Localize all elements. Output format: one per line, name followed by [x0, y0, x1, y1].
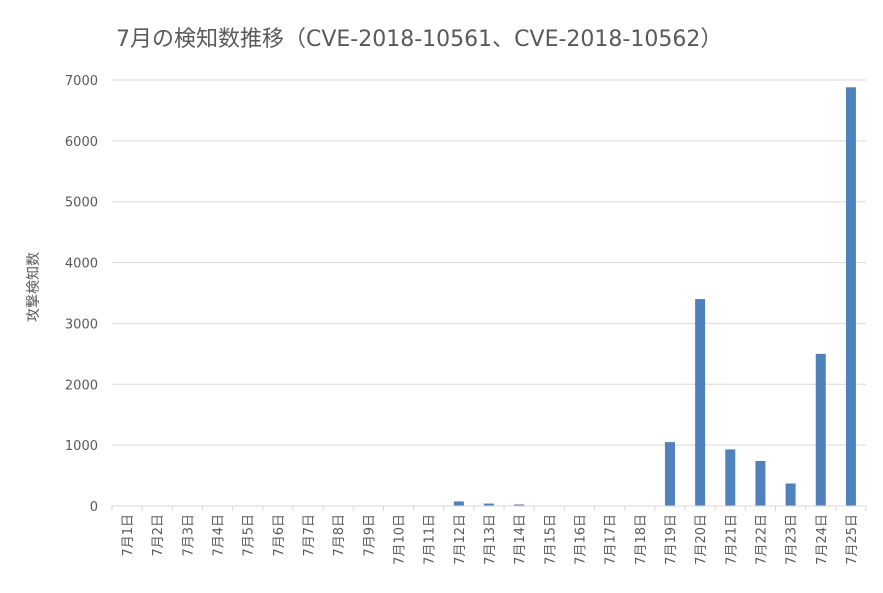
x-tick-label: 7月12日: [453, 514, 468, 565]
x-tick-label: 7月6日: [272, 514, 287, 557]
bar: [664, 442, 675, 506]
y-tick-label: 3000: [65, 317, 98, 332]
y-tick-label: 2000: [65, 378, 98, 393]
x-tick-label: 7月25日: [845, 514, 860, 565]
x-tick-label: 7月20日: [694, 514, 709, 565]
bar: [695, 299, 706, 506]
y-tick-label: 7000: [65, 74, 98, 89]
y-tick-label: 4000: [65, 257, 98, 272]
x-tick-label: 7月22日: [754, 514, 769, 565]
y-tick-label: 1000: [65, 439, 98, 454]
x-axis-ticks: 7月1日 7月2日 7月3日 7月4日 7月5日 7月6日 7月7日 7月8日 7月9日 7月10…: [111, 506, 867, 565]
bar: [785, 483, 796, 506]
x-tick-label: 7月17日: [604, 514, 619, 565]
x-tick-label: 7月2日: [151, 514, 166, 557]
bar: [484, 503, 494, 506]
y-tick-label: 0: [90, 500, 98, 515]
gridlines: [112, 79, 866, 446]
bar: [755, 460, 766, 506]
x-tick-label: 7月4日: [212, 514, 227, 557]
bar: [514, 504, 525, 506]
x-tick-label: 7月24日: [815, 514, 830, 565]
bar: [725, 449, 736, 506]
y-tick-label: 5000: [65, 196, 98, 211]
x-tick-label: 7月21日: [724, 514, 739, 565]
x-tick-label: 7月11日: [423, 514, 438, 565]
y-axis-label: 攻撃検知数: [25, 252, 42, 322]
x-tick-label: 7月14日: [513, 514, 528, 565]
x-tick-label: 7月7日: [302, 514, 317, 557]
x-tick-label: 7月9日: [362, 514, 377, 557]
y-axis-ticks: 0 1000 2000 3000 4000 5000 6000 7000: [65, 74, 98, 515]
x-tick-label: 7月1日: [121, 514, 136, 557]
x-tick-label: 7月15日: [543, 514, 558, 565]
bar: [453, 501, 464, 506]
x-tick-label: 7月3日: [181, 514, 196, 557]
x-tick-label: 7月19日: [664, 514, 679, 565]
bar: [815, 353, 826, 506]
x-tick-label: 7月10日: [393, 514, 408, 565]
x-tick-label: 7月5日: [242, 514, 257, 557]
bars: [152, 87, 856, 506]
y-tick-label: 6000: [65, 135, 98, 150]
chart-title: 7月の検知数推移（CVE-2018-10561、CVE-2018-10562）: [116, 27, 722, 52]
bar: [845, 87, 856, 506]
x-tick-label: 7月16日: [573, 514, 588, 565]
x-tick-label: 7月8日: [332, 514, 347, 557]
x-tick-label: 7月13日: [483, 514, 498, 565]
x-tick-label: 7月23日: [785, 514, 800, 565]
x-tick-label: 7月18日: [634, 514, 649, 565]
